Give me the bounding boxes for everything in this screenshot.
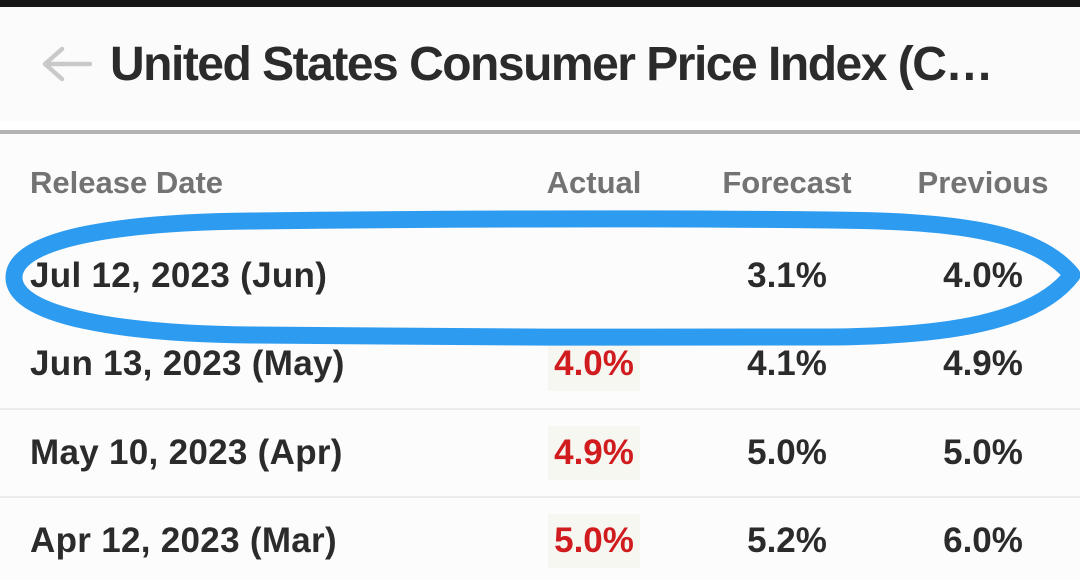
previous-cell: 4.0%	[943, 256, 1023, 295]
status-bar	[0, 0, 1080, 7]
table-row: Jul 12, 2023 (Jun) 3.1% 4.0%	[0, 232, 1080, 320]
back-button[interactable]	[40, 44, 92, 84]
header-white-strip	[0, 121, 1080, 130]
column-header-actual: Actual	[546, 165, 642, 200]
app-header: United States Consumer Price Index (C…	[0, 7, 1080, 121]
release-date-cell: May 10, 2023 (Apr)	[30, 433, 343, 472]
table-row: Jun 13, 2023 (May) 4.0% 4.1% 4.9%	[0, 320, 1080, 408]
table-header-row: Release Date Actual Forecast Previous	[0, 134, 1080, 232]
page-title: United States Consumer Price Index (C…	[110, 37, 992, 91]
forecast-cell: 3.1%	[747, 256, 827, 295]
actual-cell: 5.0%	[500, 514, 688, 568]
forecast-cell: 5.2%	[747, 521, 827, 560]
header-divider	[0, 130, 1080, 134]
previous-cell: 4.9%	[943, 344, 1023, 383]
arrow-left-icon	[42, 46, 92, 82]
previous-cell: 6.0%	[943, 521, 1023, 560]
forecast-cell: 4.1%	[747, 344, 827, 383]
actual-cell: 4.0%	[500, 337, 688, 391]
column-header-forecast: Forecast	[722, 165, 852, 200]
release-date-cell: Jul 12, 2023 (Jun)	[30, 256, 328, 295]
previous-cell: 5.0%	[943, 433, 1023, 472]
column-header-release-date: Release Date	[30, 165, 224, 200]
forecast-cell: 5.0%	[747, 433, 827, 472]
actual-cell	[500, 256, 688, 296]
cpi-release-table: Release Date Actual Forecast Previous Ju…	[0, 134, 1080, 580]
release-date-cell: Jun 13, 2023 (May)	[30, 344, 345, 383]
table-row: Apr 12, 2023 (Mar) 5.0% 5.2% 6.0%	[0, 496, 1080, 580]
release-date-cell: Apr 12, 2023 (Mar)	[30, 521, 337, 560]
column-header-previous: Previous	[917, 165, 1049, 200]
table-row: May 10, 2023 (Apr) 4.9% 5.0% 5.0%	[0, 408, 1080, 496]
actual-cell: 4.9%	[500, 426, 688, 480]
